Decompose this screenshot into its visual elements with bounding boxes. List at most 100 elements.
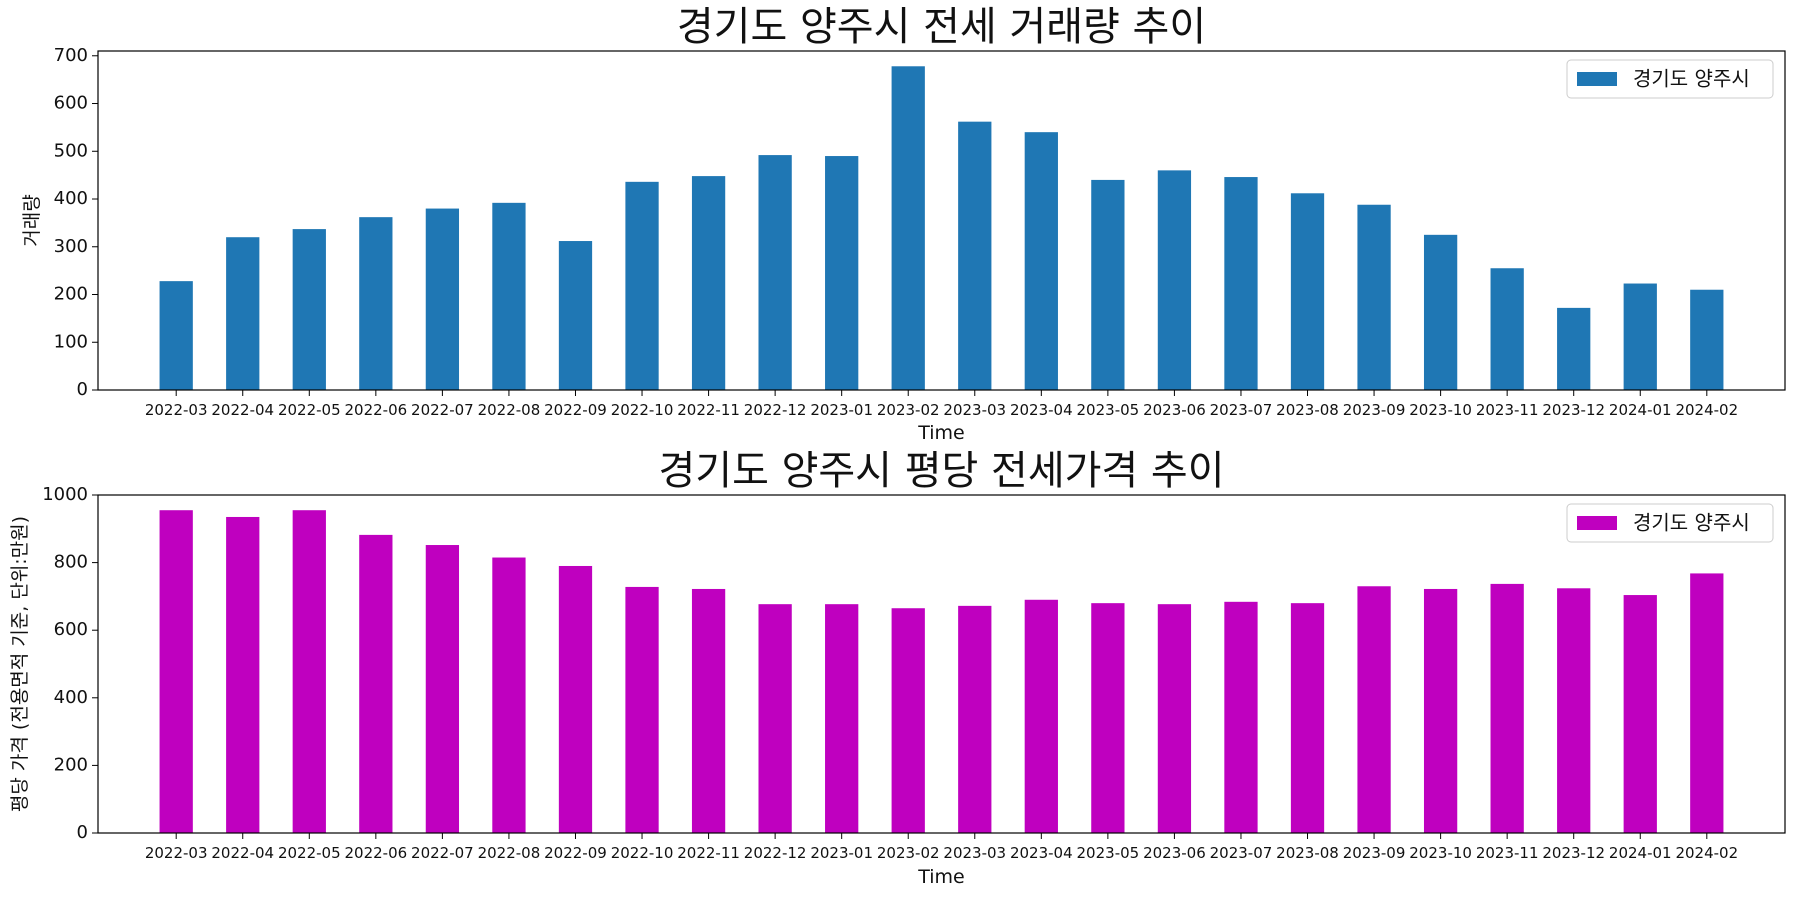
xtick-label: 2022-09 (544, 844, 607, 862)
bar-2022-10 (625, 181, 659, 390)
xtick-label: 2022-07 (411, 401, 474, 419)
ytick-label: 300 (54, 236, 88, 257)
xtick-label: 2022-09 (544, 401, 607, 419)
xtick-label: 2022-05 (278, 844, 341, 862)
xtick-label: 2023-03 (943, 844, 1006, 862)
xtick-label: 2023-12 (1542, 844, 1605, 862)
bar-2023-06 (1157, 604, 1192, 833)
xtick-label: 2023-04 (1010, 844, 1073, 862)
xtick-label: 2024-02 (1675, 401, 1738, 419)
legend-swatch (1577, 516, 1617, 530)
ytick-label: 100 (54, 331, 88, 352)
xtick-label: 2022-06 (344, 401, 407, 419)
bar-2022-07 (425, 208, 460, 390)
xtick-label: 2022-08 (478, 844, 541, 862)
bar-2023-04 (1024, 599, 1058, 833)
bar-2022-10 (625, 586, 659, 833)
x-axis-label: Time (917, 866, 965, 888)
ytick-label: 1000 (42, 484, 88, 505)
xtick-label: 2023-06 (1143, 401, 1206, 419)
ytick-label: 500 (54, 140, 88, 161)
legend-box (1566, 503, 1774, 543)
xtick-label: 2023-11 (1476, 844, 1539, 862)
bar-2024-01 (1623, 595, 1657, 833)
xtick-label: 2023-10 (1409, 401, 1472, 419)
bar-2023-09 (1357, 204, 1391, 390)
xtick-label: 2023-07 (1210, 844, 1273, 862)
bar-2023-02 (891, 66, 925, 390)
bar-2023-08 (1290, 603, 1325, 833)
xtick-label: 2023-09 (1343, 401, 1406, 419)
xtick-label: 2023-12 (1542, 401, 1605, 419)
xtick-label: 2022-03 (145, 844, 208, 862)
ytick-label: 0 (77, 379, 88, 400)
bar-2023-11 (1490, 268, 1524, 390)
xtick-label: 2022-10 (611, 844, 674, 862)
bar-2023-01 (825, 156, 859, 390)
xtick-label: 2023-07 (1210, 401, 1273, 419)
xtick-label: 2023-11 (1476, 401, 1539, 419)
bar-2023-11 (1490, 583, 1524, 833)
bar-2022-12 (758, 604, 792, 833)
xtick-label: 2022-08 (478, 401, 541, 419)
bar-2022-12 (758, 155, 792, 390)
xtick-label: 2022-07 (411, 844, 474, 862)
bar-2022-11 (691, 176, 726, 390)
legend: 경기도 양주시 (1566, 503, 1774, 543)
bar-2023-05 (1091, 179, 1125, 390)
bar-2022-09 (558, 565, 593, 833)
ytick-label: 200 (54, 754, 88, 775)
bar-2023-04 (1024, 132, 1058, 391)
legend-box (1566, 59, 1774, 99)
xtick-label: 2023-01 (810, 844, 873, 862)
bar-2022-08 (492, 202, 526, 390)
xtick-label: 2022-11 (677, 401, 740, 419)
xtick-label: 2023-05 (1077, 844, 1140, 862)
chart-transaction-volume: 경기도 양주시 전세 거래량 추이 0 100 200 300 400 500 600 700 2… (21, 4, 1786, 444)
bar-2022-06 (359, 217, 393, 390)
chart-title: 경기도 양주시 평당 전세가격 추이 (658, 448, 1224, 494)
bar-2022-09 (558, 241, 593, 390)
bar-2022-05 (292, 229, 326, 390)
bar-2023-09 (1357, 586, 1391, 833)
xtick-label: 2023-04 (1010, 401, 1073, 419)
bar-2022-07 (425, 545, 460, 833)
bar-2022-04 (226, 237, 260, 390)
xtick-label: 2023-02 (877, 844, 940, 862)
xtick-label: 2023-03 (943, 401, 1006, 419)
bar-2022-05 (292, 510, 326, 833)
y-axis-label: 거래량 (21, 194, 43, 246)
xtick-label: 2023-09 (1343, 844, 1406, 862)
xtick-label: 2023-02 (877, 401, 940, 419)
xtick-label: 2022-06 (344, 844, 407, 862)
xtick-label: 2022-11 (677, 844, 740, 862)
bar-2023-06 (1157, 170, 1192, 390)
xtick-label: 2022-04 (211, 844, 274, 862)
y-axis-label: 평당 가격 (전용면적 기준, 단위:만원) (9, 516, 31, 812)
bar-2023-02 (891, 608, 925, 833)
x-axis-label: Time (917, 422, 965, 444)
xtick-label: 2023-10 (1409, 844, 1472, 862)
ytick-label: 800 (54, 552, 88, 573)
bar-2022-04 (226, 516, 260, 833)
bar-2024-02 (1690, 573, 1724, 833)
xtick-label: 2022-10 (611, 401, 674, 419)
ytick-label: 600 (54, 93, 88, 114)
bar-2023-12 (1557, 588, 1591, 833)
bar-2022-08 (492, 557, 526, 833)
bar-2023-10 (1423, 588, 1458, 833)
ytick-label: 400 (54, 188, 88, 209)
plot-frame (97, 50, 1786, 391)
xtick-label: 2022-12 (744, 401, 807, 419)
ytick-label: 600 (54, 619, 88, 640)
bar-2022-06 (359, 534, 393, 833)
bar-2023-07 (1224, 177, 1258, 390)
ytick-label: 400 (54, 687, 88, 708)
xtick-label: 2024-01 (1609, 401, 1672, 419)
ytick-label: 700 (54, 45, 88, 66)
bar-2023-01 (825, 604, 859, 833)
chart-title: 경기도 양주시 전세 거래량 추이 (677, 4, 1206, 50)
legend: 경기도 양주시 (1566, 59, 1774, 99)
ytick-label: 200 (54, 284, 88, 305)
